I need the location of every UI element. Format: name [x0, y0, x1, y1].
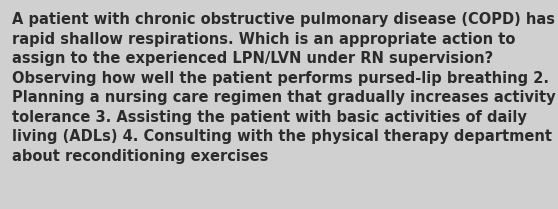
Text: A patient with chronic obstructive pulmonary disease (COPD) has
rapid shallow re: A patient with chronic obstructive pulmo… [12, 12, 556, 164]
